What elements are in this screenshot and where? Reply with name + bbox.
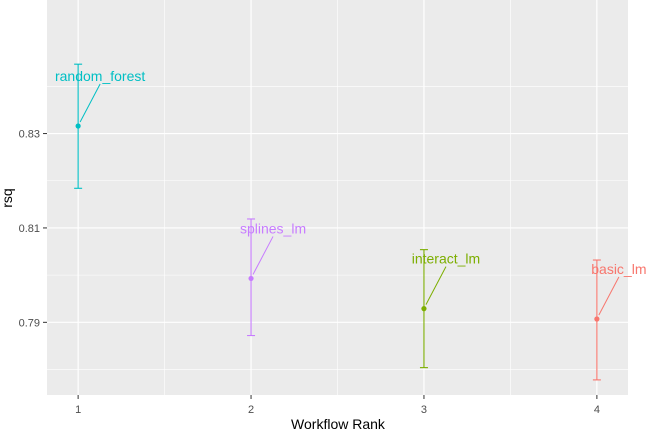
y-tick-label: 0.79 <box>19 317 40 329</box>
x-tick-label: 1 <box>75 404 81 416</box>
label-connector <box>79 83 101 123</box>
y-tick-label: 0.81 <box>19 223 40 235</box>
data-point <box>594 316 600 322</box>
grid-minor <box>47 0 628 395</box>
label-connector <box>598 276 620 316</box>
series-interact_lm: interact_lm <box>412 249 480 369</box>
data-point <box>421 306 427 312</box>
series-random_forest: random_forest <box>55 63 145 189</box>
y-axis: 0.79 0.81 0.83 <box>19 129 47 329</box>
y-axis-title: rsq <box>0 188 15 207</box>
series-splines_lm: splines_lm <box>240 218 306 337</box>
x-tick-label: 2 <box>248 404 254 416</box>
series-basic_lm: basic_lm <box>591 259 646 381</box>
data-point <box>75 123 81 129</box>
point-label: interact_lm <box>412 251 480 267</box>
x-tick-label: 4 <box>594 404 600 416</box>
point-label: random_forest <box>55 68 145 84</box>
label-connector <box>425 266 447 305</box>
label-connector <box>252 236 274 275</box>
point-label: splines_lm <box>240 220 306 236</box>
data-point <box>248 275 254 282</box>
x-axis: 1 2 3 4 <box>75 395 600 416</box>
data-marks: random_forest splines_lm interact_lm basic_… <box>55 63 646 381</box>
x-axis-title: Workflow Rank <box>291 416 386 432</box>
x-tick-label: 3 <box>421 404 427 416</box>
y-tick-label: 0.83 <box>19 129 40 141</box>
point-label: basic_lm <box>591 261 646 277</box>
